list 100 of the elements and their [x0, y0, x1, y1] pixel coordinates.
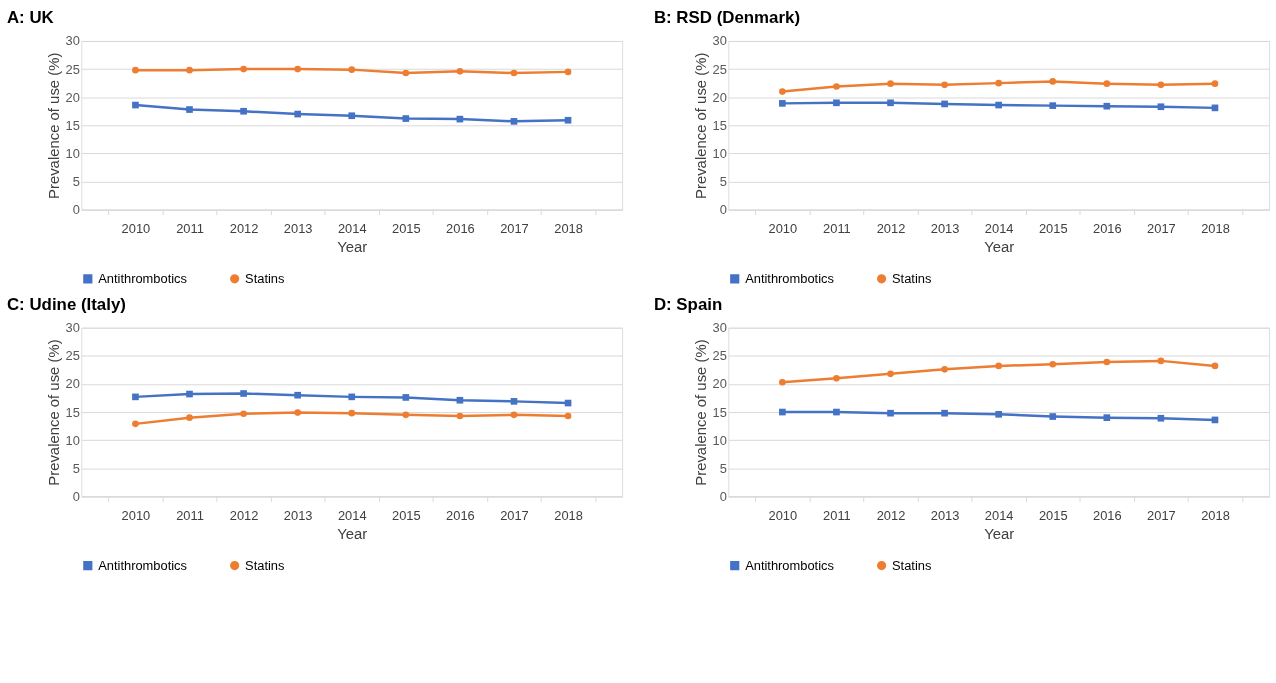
point — [1157, 81, 1165, 89]
x-tick-label: 2015 — [391, 220, 421, 236]
point — [1103, 414, 1111, 421]
point — [186, 390, 193, 398]
y-tick-label: 15 — [65, 117, 80, 133]
x-tick-label: 2011 — [823, 220, 851, 236]
point — [1103, 80, 1111, 88]
point — [833, 83, 840, 90]
y-axis-title: Prevalence of use (%) — [45, 52, 62, 199]
x-tick-label: 2017 — [1147, 507, 1176, 523]
point — [564, 116, 572, 124]
legend-label: Antithrombotics — [98, 557, 187, 573]
point — [132, 393, 139, 401]
point — [779, 100, 786, 107]
point — [348, 409, 356, 417]
y-tick-label: 10 — [712, 145, 727, 161]
point — [186, 66, 193, 74]
point — [402, 115, 410, 122]
point — [941, 81, 948, 89]
y-tick-label: 15 — [65, 404, 80, 420]
y-tick-label: 5 — [719, 173, 727, 189]
point — [833, 99, 840, 107]
x-tick-label: 2011 — [823, 507, 851, 523]
x-tick-label: 2018 — [554, 220, 583, 236]
point — [833, 374, 840, 382]
x-tick-label: 2010 — [768, 220, 798, 236]
x-tick-label: 2018 — [1201, 220, 1230, 236]
x-tick-label: 2013 — [930, 220, 960, 236]
chart-title: D: Spain — [653, 294, 723, 314]
x-tick-label: 2016 — [446, 220, 475, 236]
y-tick-label: 10 — [65, 432, 80, 448]
x-axis-title: Year — [984, 525, 1015, 542]
y-tick-label: 30 — [712, 33, 727, 49]
point — [294, 409, 301, 416]
point — [348, 393, 356, 401]
x-tick-label: 2015 — [1038, 220, 1068, 236]
point — [1211, 362, 1219, 370]
point — [456, 412, 464, 420]
x-tick-label: 2013 — [283, 220, 313, 236]
x-tick-label: 2014 — [984, 507, 1014, 523]
x-tick-label: 2014 — [984, 220, 1014, 236]
x-tick-label: 2010 — [121, 507, 151, 523]
x-tick-label: 2016 — [1092, 220, 1122, 236]
point — [564, 412, 572, 420]
y-tick-label: 20 — [65, 89, 80, 105]
y-tick-label: 30 — [65, 320, 80, 336]
point — [132, 420, 139, 428]
point — [294, 110, 301, 118]
point — [995, 79, 1002, 87]
x-tick-label: 2017 — [500, 220, 529, 236]
point — [1103, 358, 1111, 366]
point — [132, 101, 139, 109]
x-tick-label: 2012 — [229, 220, 259, 236]
x-tick-label: 2014 — [337, 507, 367, 523]
legend-label: Statins — [245, 557, 285, 573]
x-tick-label: 2015 — [391, 507, 421, 523]
point — [348, 112, 356, 120]
x-tick-label: 2012 — [229, 507, 259, 523]
point — [887, 99, 894, 107]
point — [1049, 360, 1057, 368]
point — [456, 68, 464, 75]
point — [1157, 103, 1165, 111]
x-tick-label: 2012 — [876, 220, 906, 236]
y-tick-label: 0 — [719, 202, 727, 218]
point — [1049, 413, 1057, 420]
point — [941, 100, 948, 108]
point — [402, 411, 410, 419]
point — [779, 378, 786, 386]
point — [941, 409, 948, 417]
x-tick-label: 2015 — [1038, 507, 1068, 523]
point — [1157, 357, 1165, 365]
y-tick-label: 0 — [72, 488, 80, 504]
legend-label: Antithrombotics — [98, 270, 187, 286]
x-tick-label: 2018 — [554, 507, 583, 523]
point — [941, 366, 948, 373]
y-tick-label: 5 — [719, 460, 727, 476]
point — [1049, 102, 1057, 109]
point — [1049, 78, 1057, 85]
x-tick-label: 2017 — [1147, 220, 1176, 236]
chart-title: B: RSD (Denmark) — [653, 8, 801, 28]
point — [510, 118, 518, 125]
point — [186, 414, 193, 421]
x-tick-label: 2013 — [283, 507, 313, 523]
x-tick-label: 2014 — [337, 220, 367, 236]
legend-label: Statins — [892, 270, 932, 286]
y-axis-title: Prevalence of use (%) — [692, 52, 709, 199]
x-tick-label: 2010 — [121, 220, 151, 236]
point — [1157, 414, 1165, 422]
point — [240, 410, 247, 418]
point — [779, 408, 786, 416]
x-tick-label: 2011 — [176, 220, 204, 236]
y-axis-title: Prevalence of use (%) — [692, 339, 709, 486]
x-tick-label: 2016 — [446, 507, 475, 523]
point — [402, 394, 410, 401]
legend-label: Statins — [892, 557, 932, 573]
y-tick-label: 20 — [712, 89, 727, 105]
x-tick-label: 2017 — [500, 507, 529, 523]
legend-label: Antithrombotics — [745, 270, 834, 286]
point — [995, 362, 1002, 370]
point — [833, 408, 840, 416]
